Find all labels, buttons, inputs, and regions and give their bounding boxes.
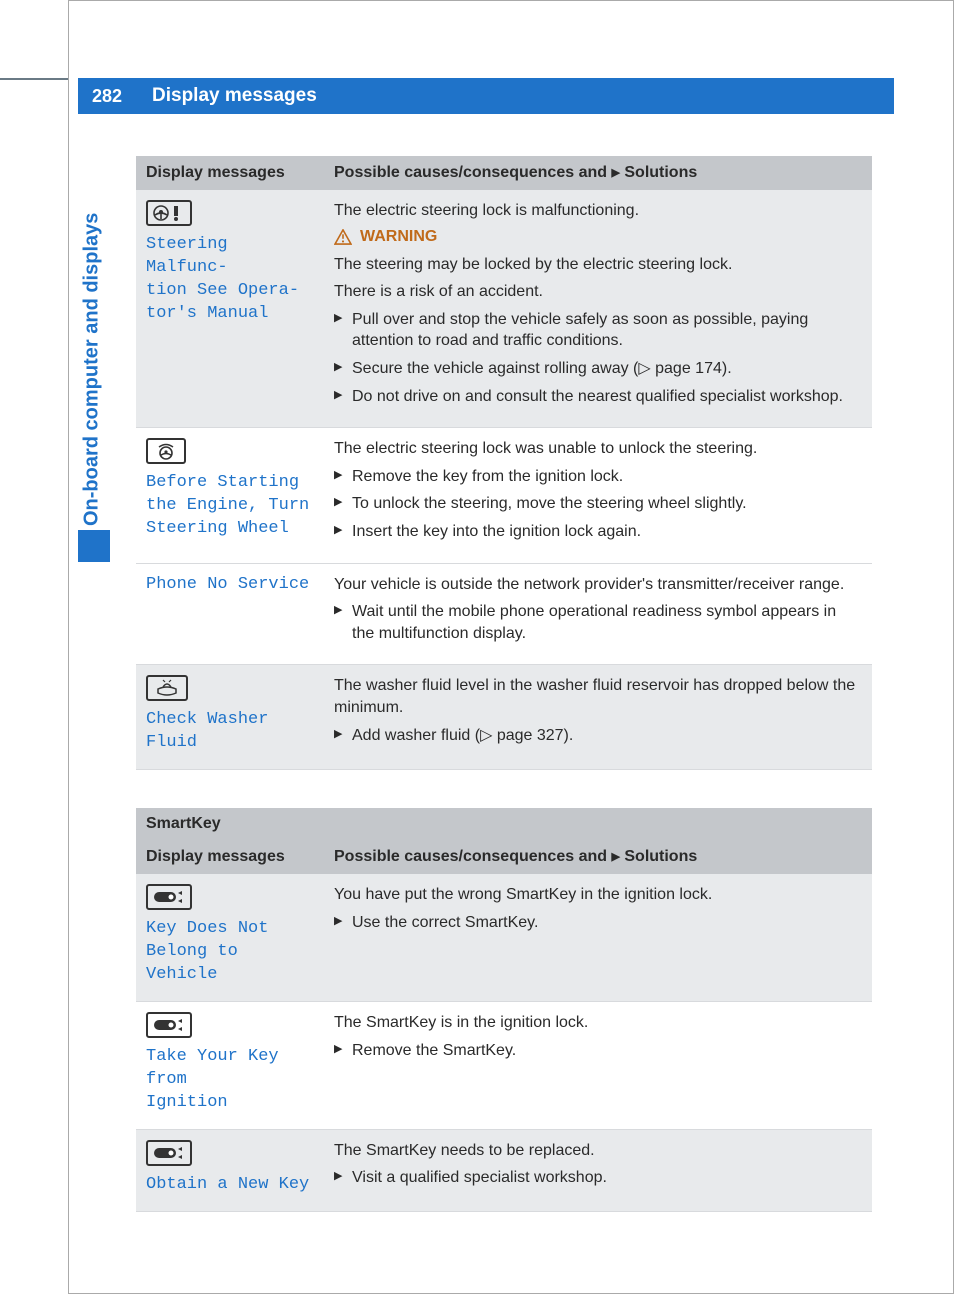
page-number: 282 [78, 78, 136, 114]
solution-bullet: Add washer fluid (▷ page 327). [334, 725, 860, 747]
solution-bullet: To unlock the steering, move the steerin… [334, 493, 860, 515]
solution-cell: Your vehicle is outside the network prov… [324, 563, 872, 665]
section-title-smartkey: SmartKey [136, 808, 872, 840]
solution-bullets: Visit a qualified specialist workshop. [334, 1167, 860, 1189]
warning-label: WARNING [360, 228, 437, 246]
display-text: Steering Malfunc‐tion See Opera‐tor's Ma… [146, 234, 312, 326]
solution-cell: The SmartKey needs to be replaced. Visit… [324, 1129, 872, 1211]
solution-bullet: Visit a qualified specialist workshop. [334, 1167, 860, 1189]
col-header-solutions-a: Possible causes/consequences and [334, 848, 611, 865]
display-text: Check Washer Fluid [146, 709, 312, 755]
display-cell: Check Washer Fluid [136, 665, 324, 770]
solution-intro: The washer fluid level in the washer flu… [334, 675, 860, 718]
solution-bullets: Use the correct SmartKey. [334, 912, 860, 934]
display-cell: Take Your Key fromIgnition [136, 1002, 324, 1130]
solution-bullets: Remove the SmartKey. [334, 1040, 860, 1062]
steering-warning-icon [146, 200, 192, 226]
solution-intro: The electric steering lock was unable to… [334, 438, 860, 460]
solution-bullet: Pull over and stop the vehicle safely as… [334, 309, 860, 352]
table-row: Before Startingthe Engine, TurnSteering … [136, 428, 872, 563]
solution-bullet: Do not drive on and consult the nearest … [334, 386, 860, 408]
col-header-solutions-b: Solutions [620, 848, 697, 865]
solution-intro: The SmartKey needs to be replaced. [334, 1140, 860, 1162]
warning-text: There is a risk of an accident. [334, 281, 860, 303]
display-messages-table-2: Display messages Possible causes/consequ… [136, 840, 872, 1212]
solution-cell: The SmartKey is in the ignition lock. Re… [324, 1002, 872, 1130]
top-rule [0, 78, 68, 80]
display-text: Take Your Key fromIgnition [146, 1046, 312, 1115]
solution-bullets: Wait until the mobile phone operational … [334, 601, 860, 644]
smartkey-icon [146, 884, 192, 910]
solutions-triangle-icon: ▶ [611, 851, 619, 863]
col-header-display: Display messages [136, 840, 324, 874]
solution-cell: The electric steering lock was unable to… [324, 428, 872, 563]
steering-turn-icon [146, 438, 186, 464]
display-messages-table-1: Display messages Possible causes/consequ… [136, 156, 872, 770]
solution-bullets: Remove the key from the ignition lock. T… [334, 466, 860, 543]
display-cell: Before Startingthe Engine, TurnSteering … [136, 428, 324, 563]
page-title: Display messages [136, 78, 894, 114]
solution-cell: You have put the wrong SmartKey in the i… [324, 874, 872, 1001]
col-header-solutions: Possible causes/consequences and ▶ Solut… [324, 156, 872, 190]
display-cell: Obtain a New Key [136, 1129, 324, 1211]
solution-bullets: Pull over and stop the vehicle safely as… [334, 309, 860, 407]
display-cell: Key Does NotBelong to Vehicle [136, 874, 324, 1001]
table-row: Check Washer Fluid The washer fluid leve… [136, 665, 872, 770]
content-area: Display messages Possible causes/consequ… [136, 156, 872, 1212]
display-text: Key Does NotBelong to Vehicle [146, 918, 312, 987]
table-header-row: Display messages Possible causes/consequ… [136, 840, 872, 874]
smartkey-icon [146, 1012, 192, 1038]
warning-text: The steering may be locked by the electr… [334, 254, 860, 276]
table-row: Obtain a New Key The SmartKey needs to b… [136, 1129, 872, 1211]
solution-bullet: Remove the key from the ignition lock. [334, 466, 860, 488]
col-header-solutions: Possible causes/consequences and ▶ Solut… [324, 840, 872, 874]
solution-intro: The SmartKey is in the ignition lock. [334, 1012, 860, 1034]
table-row: Phone No Service Your vehicle is outside… [136, 563, 872, 665]
solution-intro: You have put the wrong SmartKey in the i… [334, 884, 860, 906]
washer-fluid-icon [146, 675, 188, 701]
solution-bullet: Insert the key into the ignition lock ag… [334, 521, 860, 543]
side-tab-label: On-board computer and displays [78, 176, 106, 526]
table-row: Take Your Key fromIgnition The SmartKey … [136, 1002, 872, 1130]
solution-intro: Your vehicle is outside the network prov… [334, 574, 860, 596]
solution-bullets: Add washer fluid (▷ page 327). [334, 725, 860, 747]
solution-bullet: Use the correct SmartKey. [334, 912, 860, 934]
solution-cell: The washer fluid level in the washer flu… [324, 665, 872, 770]
display-text: Phone No Service [146, 574, 312, 597]
solution-bullet: Wait until the mobile phone operational … [334, 601, 860, 644]
display-cell: Phone No Service [136, 563, 324, 665]
warning-triangle-icon [334, 229, 352, 245]
col-header-display: Display messages [136, 156, 324, 190]
solution-intro: The electric steering lock is malfunctio… [334, 200, 860, 222]
table-row: Steering Malfunc‐tion See Opera‐tor's Ma… [136, 190, 872, 428]
page-header: 282 Display messages [78, 78, 894, 114]
display-text: Obtain a New Key [146, 1174, 312, 1197]
col-header-solutions-a: Possible causes/consequences and [334, 164, 611, 181]
solution-bullet: Secure the vehicle against rolling away … [334, 358, 860, 380]
solution-cell: The electric steering lock is malfunctio… [324, 190, 872, 428]
display-text: Before Startingthe Engine, TurnSteering … [146, 472, 312, 541]
solutions-triangle-icon: ▶ [611, 167, 619, 179]
table-header-row: Display messages Possible causes/consequ… [136, 156, 872, 190]
side-tab-block [78, 530, 110, 562]
solution-bullet: Remove the SmartKey. [334, 1040, 860, 1062]
table-row: Key Does NotBelong to Vehicle You have p… [136, 874, 872, 1001]
display-cell: Steering Malfunc‐tion See Opera‐tor's Ma… [136, 190, 324, 428]
col-header-solutions-b: Solutions [620, 164, 697, 181]
warning-heading: WARNING [334, 228, 860, 246]
smartkey-icon [146, 1140, 192, 1166]
